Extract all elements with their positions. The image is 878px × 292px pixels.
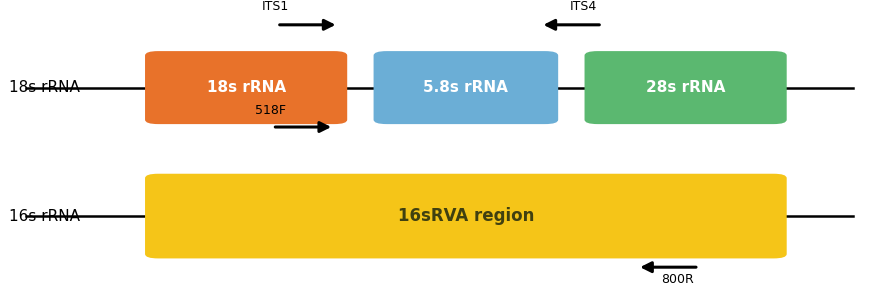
FancyBboxPatch shape [584,51,786,124]
Text: ITS4: ITS4 [569,0,596,13]
Text: 18s rRNA: 18s rRNA [9,80,80,95]
FancyBboxPatch shape [373,51,558,124]
Text: 18s rRNA: 18s rRNA [206,80,285,95]
FancyBboxPatch shape [145,174,786,258]
FancyBboxPatch shape [145,51,347,124]
Text: 800R: 800R [660,273,693,286]
Text: 5.8s rRNA: 5.8s rRNA [423,80,507,95]
Text: 16s rRNA: 16s rRNA [9,208,80,224]
Text: 16sRVA region: 16sRVA region [397,207,534,225]
Text: ITS1: ITS1 [262,0,289,13]
Text: 28s rRNA: 28s rRNA [645,80,724,95]
Text: 518F: 518F [255,104,285,117]
